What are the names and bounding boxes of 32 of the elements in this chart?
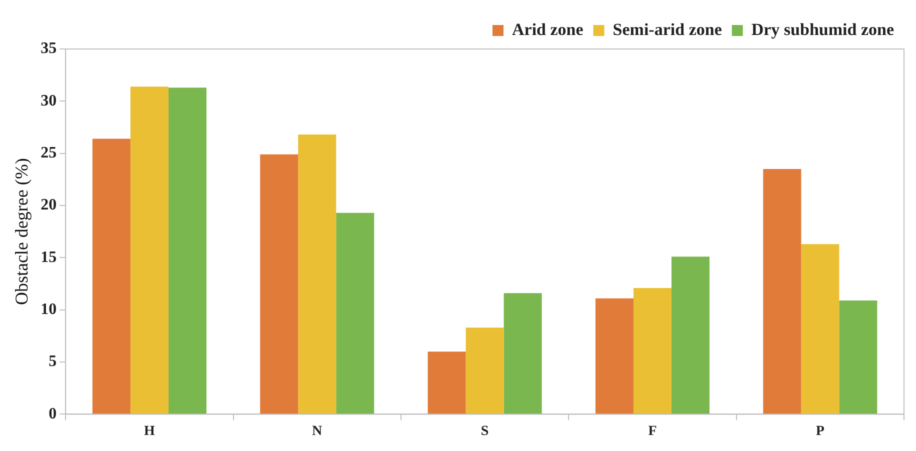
y-tick-label: 5 bbox=[48, 353, 57, 370]
x-tick-label: F bbox=[648, 424, 657, 440]
y-tick-label: 30 bbox=[40, 92, 57, 110]
bar bbox=[504, 293, 542, 414]
bar bbox=[839, 300, 878, 414]
bar bbox=[671, 256, 710, 414]
y-tick-label: 25 bbox=[40, 144, 57, 162]
bar bbox=[595, 298, 634, 414]
y-tick-label: 0 bbox=[48, 405, 57, 422]
bar bbox=[260, 154, 298, 414]
bar bbox=[168, 88, 206, 414]
bar bbox=[298, 134, 336, 414]
y-tick-label: 20 bbox=[40, 196, 57, 214]
x-tick-label: S bbox=[480, 424, 489, 440]
bar bbox=[466, 328, 504, 414]
y-tick-label: 15 bbox=[40, 248, 57, 266]
bar bbox=[801, 244, 840, 414]
legend-label: Semi-arid zone bbox=[612, 20, 722, 39]
bar bbox=[92, 138, 130, 414]
bar bbox=[763, 168, 802, 414]
x-tick-label: N bbox=[312, 424, 322, 440]
y-tick-label: 10 bbox=[40, 301, 57, 318]
legend-label: Dry subhumid zone bbox=[751, 20, 894, 39]
bar bbox=[633, 288, 672, 414]
x-tick-label: H bbox=[144, 424, 155, 440]
bar bbox=[130, 86, 168, 414]
legend-label: Arid zone bbox=[512, 20, 584, 39]
bar bbox=[428, 352, 466, 414]
x-tick-label: P bbox=[816, 424, 825, 440]
y-axis-title: Obstacle degree (%) bbox=[12, 158, 32, 306]
bar bbox=[336, 212, 374, 414]
y-tick-label: 35 bbox=[40, 40, 57, 58]
